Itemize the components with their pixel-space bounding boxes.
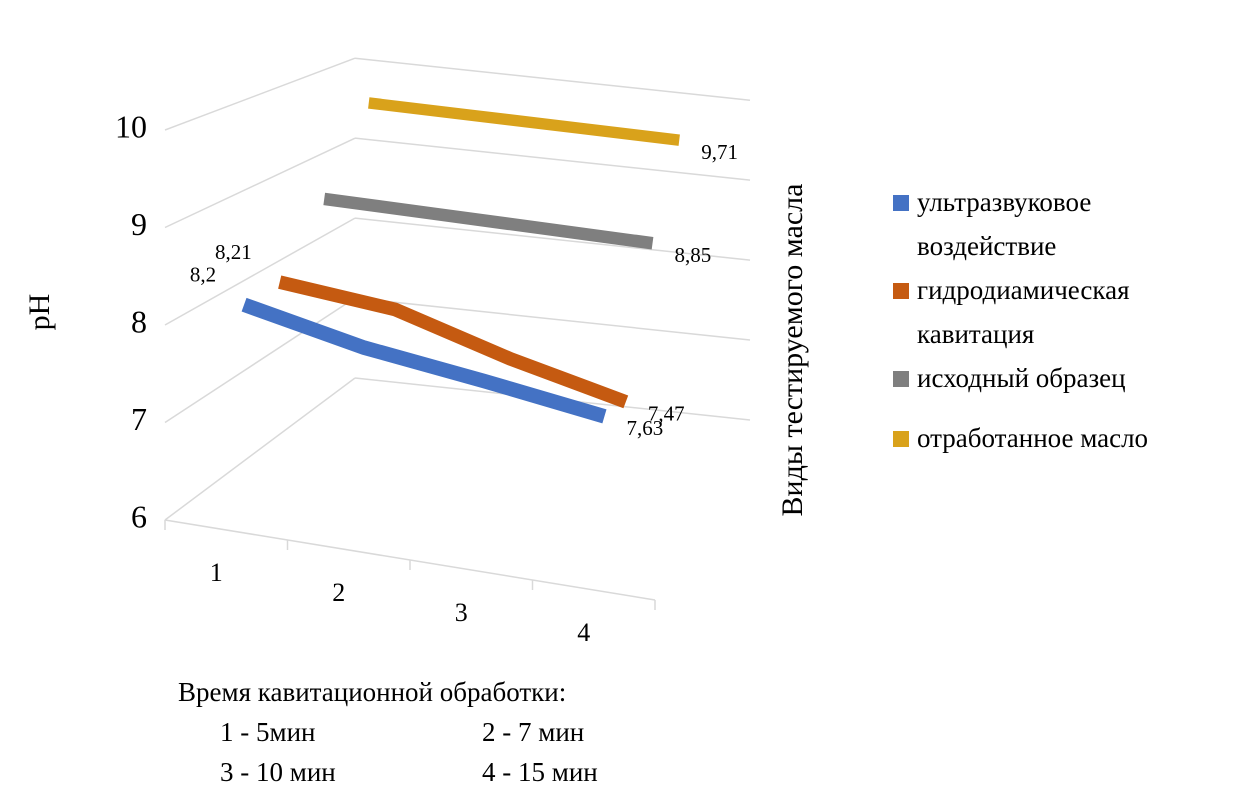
legend-item: исходный образец [893,356,1213,400]
note-item: 2 - 7 мин [482,717,585,747]
legend-label: гидродиамическая кавитация [917,275,1130,349]
legend-swatch [893,371,909,387]
grid-line [354,57,751,101]
x-tick-label: 1 [210,558,223,587]
note-item: 1 - 5мин [220,717,316,747]
series-ribbon [241,297,607,424]
grid-line [164,57,356,131]
y-tick-label: 6 [131,498,147,534]
y-tick-label: 8 [131,303,147,339]
data-label: 8,21 [215,240,252,264]
x-tick-label: 2 [332,578,345,607]
data-label: 9,71 [701,140,738,164]
legend-label: ультразвуковое воздействие [917,187,1092,261]
series-ribbon [368,97,680,146]
series-ribbon [323,192,654,250]
footnote: Время кавитационной обработки: 1 - 5мин 2… [178,672,598,792]
legend-item: гидродиамическая кавитация [893,268,1213,356]
y-axis-title: pH [23,294,56,331]
note-line: 1 - 5мин 2 - 7 мин [178,712,598,752]
legend-swatch [893,195,909,211]
grid-line [164,137,356,229]
x-tick-label: 3 [455,598,468,627]
x-tick-label: 4 [577,618,590,647]
legend: ультразвуковое воздействие гидродиамическ… [893,180,1213,460]
legend-label: исходный образец [917,363,1126,393]
legend-item: отработанное масло [893,416,1213,460]
note-item: 3 - 10 мин [220,757,336,787]
grid-line [354,297,751,341]
legend-label: отработанное масло [917,423,1149,453]
legend-swatch [893,283,909,299]
legend-item: ультразвуковое воздействие [893,180,1213,268]
data-label: 8,85 [675,243,712,267]
data-label: 7,47 [648,402,685,426]
grid-line [164,297,356,424]
y-tick-label: 9 [131,206,147,242]
depth-axis-title: Виды тестируемого масла [776,184,809,517]
y-tick-label: 10 [115,108,147,144]
series-ribbon [278,275,629,409]
grid-line [164,377,356,521]
legend-swatch [893,431,909,447]
y-tick-label: 7 [131,401,147,437]
note-title: Время кавитационной обработки: [178,677,567,707]
data-label: 8,2 [190,262,216,286]
note-item: 4 - 15 мин [482,757,598,787]
note-line: 3 - 10 мин 4 - 15 мин [178,752,598,792]
data-label: 7,63 [626,416,663,440]
grid-line [354,137,751,181]
grid-line [164,217,356,326]
grid-line [354,217,751,261]
